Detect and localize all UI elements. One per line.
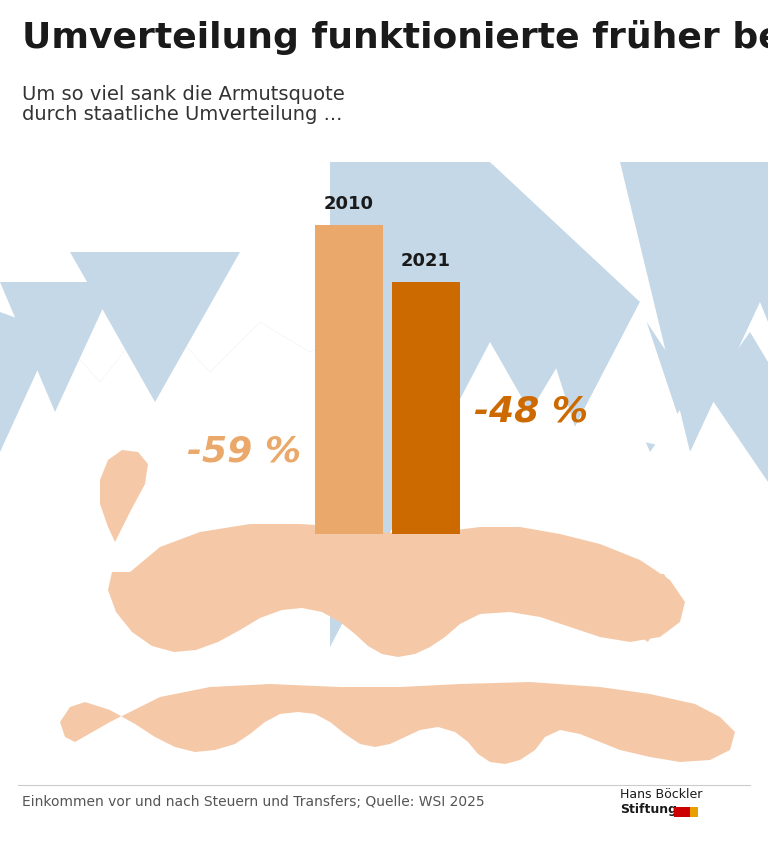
Polygon shape	[566, 560, 600, 622]
Polygon shape	[108, 524, 685, 657]
Polygon shape	[620, 162, 768, 452]
Polygon shape	[490, 162, 640, 427]
Polygon shape	[636, 574, 672, 642]
Text: -59 %: -59 %	[187, 435, 301, 469]
Bar	[674, 807, 690, 817]
Polygon shape	[0, 282, 115, 412]
Text: Um so viel sank die Armutsquote: Um so viel sank die Armutsquote	[22, 85, 345, 104]
Polygon shape	[0, 162, 330, 452]
Text: 2010: 2010	[324, 195, 374, 213]
Bar	[315, 225, 383, 534]
Text: 2021: 2021	[401, 252, 451, 270]
Polygon shape	[60, 682, 735, 764]
Text: Hans Böckler: Hans Böckler	[620, 787, 703, 801]
Bar	[392, 282, 460, 534]
Polygon shape	[100, 450, 148, 542]
Text: durch staatliche Umverteilung ...: durch staatliche Umverteilung ...	[22, 105, 343, 124]
Bar	[690, 807, 698, 817]
Text: Einkommen vor und nach Steuern und Transfers; Quelle: WSI 2025: Einkommen vor und nach Steuern und Trans…	[22, 795, 485, 809]
Text: -48 %: -48 %	[474, 395, 588, 429]
Text: Umverteilung funktionierte früher besser: Umverteilung funktionierte früher besser	[22, 20, 768, 55]
Polygon shape	[0, 162, 330, 382]
Polygon shape	[575, 302, 690, 452]
Polygon shape	[490, 162, 768, 412]
Polygon shape	[330, 162, 768, 647]
Polygon shape	[604, 568, 638, 632]
Text: Stiftung: Stiftung	[620, 803, 677, 817]
Polygon shape	[70, 252, 240, 402]
